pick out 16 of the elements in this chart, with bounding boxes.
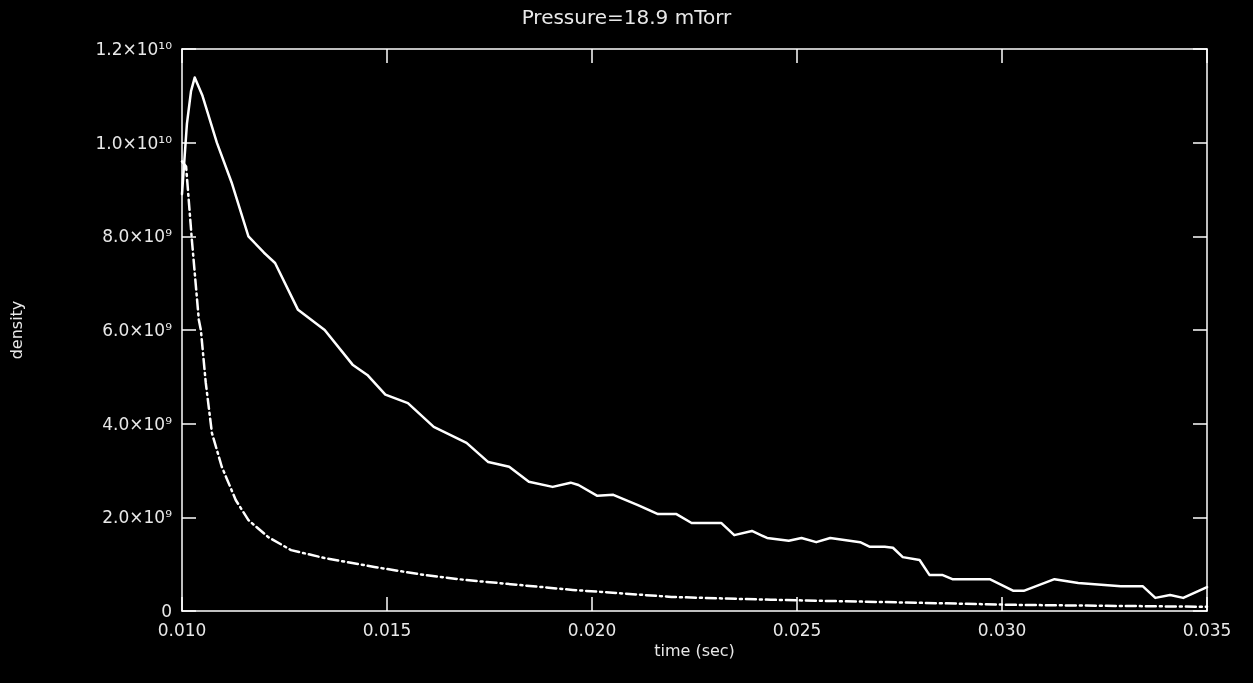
x-tick-label: 0.025 (772, 619, 822, 640)
chart-title: Pressure=18.9 mTorr (521, 5, 733, 29)
y-tick-label: 8.0×10⁹ (102, 226, 173, 247)
y-tick-label: 1.0×10¹⁰ (95, 132, 173, 153)
y-tick-label: 2.0×10⁹ (102, 507, 173, 528)
y-tick-label: 0 (161, 601, 172, 621)
y-axis-title: density (6, 300, 26, 360)
x-axis-title: time (sec) (654, 641, 735, 661)
x-tick-label: 0.035 (1182, 619, 1232, 640)
x-tick-label: 0.010 (157, 619, 207, 640)
x-tick-label: 0.030 (977, 619, 1027, 640)
y-tick-label: 1.2×10¹⁰ (95, 39, 173, 59)
x-tick-label: 0.020 (567, 619, 617, 640)
y-tick-label: 6.0×10⁹ (102, 320, 173, 340)
y-tick-label: 4.0×10⁹ (102, 413, 173, 434)
x-tick-label: 0.015 (362, 619, 412, 640)
